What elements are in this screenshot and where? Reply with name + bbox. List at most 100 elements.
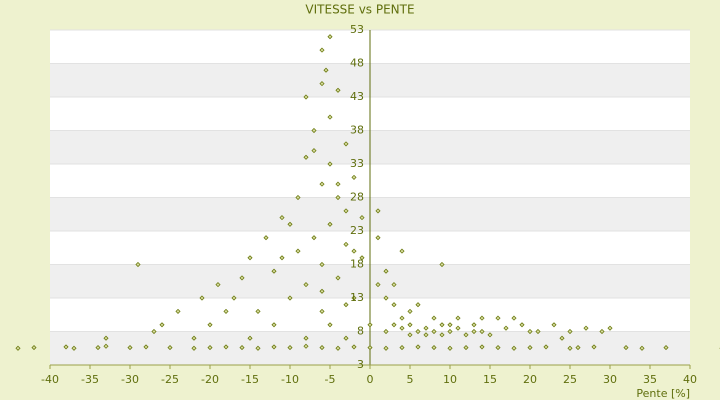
point [343,208,349,214]
x-tick-label: 0 [367,373,374,386]
point [103,343,109,349]
point [399,248,405,254]
point [383,345,389,351]
point [471,322,477,328]
x-tick-label: 15 [483,373,497,386]
point [271,268,277,274]
point [175,308,181,314]
point [343,302,349,308]
point [447,322,453,328]
point [423,325,429,331]
point [415,328,421,335]
point [495,315,501,321]
point [319,345,325,351]
point [351,295,357,301]
y-tick-label: 43 [350,90,364,103]
point [311,127,317,134]
point [287,345,293,351]
point [391,282,397,288]
point [431,328,437,335]
point [311,148,317,154]
point [71,345,77,351]
x-tick-label: -15 [241,373,259,386]
point [415,302,421,308]
point [263,235,269,241]
point [103,335,109,341]
x-tick-label: -35 [81,373,99,386]
point [543,344,549,350]
point [207,345,213,351]
point [247,335,253,341]
point [367,345,373,351]
point [327,34,333,40]
point [335,87,341,93]
point [487,332,493,338]
point [303,343,309,349]
x-axis-label: Pente [%] [636,387,690,400]
point [191,335,197,341]
x-tick-label: -30 [121,373,139,386]
point [319,47,325,53]
point [383,295,389,301]
point [303,154,309,160]
point [351,248,357,254]
point [463,332,469,338]
point [455,315,461,321]
point [319,81,325,87]
point [431,315,437,321]
point [255,345,261,351]
point [367,322,373,328]
y-tick-label: 48 [350,57,364,70]
point [535,328,541,335]
point [399,345,405,351]
point [599,328,605,335]
point [327,322,333,328]
point [567,328,573,335]
point [191,345,197,351]
point [479,328,485,335]
x-tick-label: 25 [563,373,577,386]
point [303,94,309,100]
plot-area [15,29,720,369]
point [407,308,413,314]
point [527,345,533,351]
point [495,345,501,351]
point [319,288,325,294]
point [503,325,509,331]
point [391,302,397,308]
point [663,345,669,351]
point [135,261,141,268]
point [335,181,341,187]
point [623,345,629,351]
point [431,345,437,351]
point [319,181,325,187]
point [575,345,581,351]
point [287,221,293,227]
x-tick-label: -20 [201,373,219,386]
point [95,345,101,351]
point [271,344,277,350]
point [207,322,213,328]
point [471,328,477,335]
point [151,328,157,335]
point [375,282,381,288]
point [351,344,357,350]
point [639,345,645,351]
point [303,282,309,288]
point [415,344,421,350]
point [343,241,349,247]
point [215,282,221,288]
point [583,325,589,331]
x-tick-label: -10 [281,373,299,386]
point [559,335,565,341]
point [375,208,381,214]
point [359,255,365,261]
point [223,344,229,350]
chart-title: VITESSE vs PENTE [305,3,414,17]
point [127,345,133,351]
point [295,248,301,254]
point [391,322,397,328]
point [343,335,349,341]
point [439,332,445,338]
x-tick-label: -25 [161,373,179,386]
